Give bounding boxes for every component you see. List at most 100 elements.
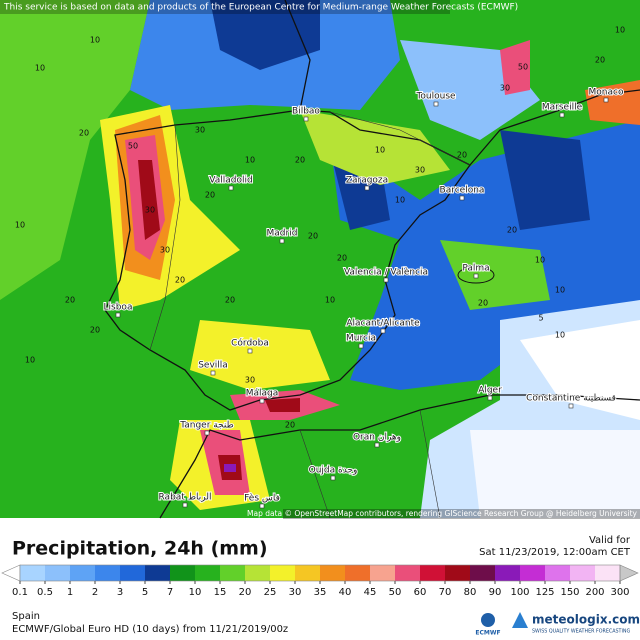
brand-logo — [512, 612, 528, 628]
city-marker — [204, 430, 210, 436]
contour-label: 20 — [478, 299, 488, 308]
precip-area — [224, 464, 236, 472]
ecmwf: ECMWF — [475, 630, 500, 637]
contour-label: 30 — [145, 206, 155, 215]
contour-label: 10 — [535, 256, 545, 265]
city-label: Toulouse — [415, 92, 456, 102]
precip-area — [440, 240, 550, 310]
legend-tick-label: 150 — [560, 587, 579, 598]
legend-tick-label: 100 — [510, 587, 529, 598]
city-marker — [383, 277, 389, 283]
contour-label: 20 — [225, 296, 235, 305]
city-label: Murcia — [346, 334, 376, 344]
contour-label: 10 — [375, 146, 385, 155]
contour-label: 10 — [555, 286, 565, 295]
contour-label: 20 — [205, 191, 215, 200]
precip-area — [500, 130, 590, 230]
legend-tick-label: 3 — [117, 587, 123, 598]
contour-label: 30 — [195, 126, 205, 135]
contour-label: 10 — [35, 64, 45, 73]
legend-tick-label: 25 — [264, 587, 277, 598]
precip-area — [300, 110, 450, 185]
map: This service is based on data and produc… — [0, 0, 640, 519]
border — [149, 111, 471, 519]
precip-area — [0, 0, 150, 300]
city-label: Madrid — [267, 229, 298, 239]
city-label: Rabat الرباط — [159, 493, 212, 503]
contour-label: 30 — [160, 246, 170, 255]
city-label: Alger — [478, 386, 502, 396]
contour-label: 50 — [518, 63, 528, 72]
title: Precipitation, 24h (mm) — [12, 538, 268, 560]
city-marker — [303, 116, 309, 122]
legend-tick-label: 40 — [339, 587, 352, 598]
contour-label: 30 — [415, 166, 425, 175]
city-label: Bilbao — [292, 107, 320, 117]
city-marker — [380, 328, 386, 334]
city-label: Fès فاس — [244, 493, 280, 504]
legend-tick-label: 45 — [364, 587, 377, 598]
contour-label: 20 — [175, 276, 185, 285]
contour-label: 20 — [295, 156, 305, 165]
city-label: Oujda وجدة — [309, 466, 358, 476]
city-label: Constantine قسنطينة — [526, 394, 616, 404]
city-label: Valencia / València — [344, 267, 428, 278]
attribution-bg — [283, 509, 640, 519]
notice: This service is based on data and produc… — [3, 3, 518, 13]
contour-label: 10 — [245, 156, 255, 165]
precip-area — [190, 320, 330, 390]
legend-swatch — [345, 565, 370, 581]
legend-tick-label: 1 — [67, 587, 73, 598]
city-marker — [433, 101, 439, 107]
city-label: Alacant/Alicante — [346, 319, 420, 329]
precip-area — [265, 398, 300, 412]
region: Spain — [12, 611, 40, 622]
contour-label: 50 — [128, 142, 138, 151]
legend-swatch — [20, 565, 45, 581]
contour-label: 20 — [507, 226, 517, 235]
contour-label: 10 — [325, 296, 335, 305]
city-marker — [115, 312, 121, 318]
brand: meteologix.com — [532, 613, 640, 627]
legend-swatch — [420, 565, 445, 581]
legend-swatch — [495, 565, 520, 581]
legend-tick-label: 300 — [610, 587, 629, 598]
city-marker — [364, 185, 370, 191]
coastline — [159, 394, 640, 519]
legend-tick-label: 5 — [142, 587, 148, 598]
legend-tick-label: 30 — [289, 587, 302, 598]
contour-label: 10 — [90, 36, 100, 45]
legend-tick-label: 60 — [414, 587, 427, 598]
city-label: Barcelona — [440, 186, 485, 196]
city-marker — [358, 343, 364, 349]
contour-label: 10 — [615, 26, 625, 35]
valid-time: Sat 11/23/2019, 12:00am CET — [479, 547, 631, 558]
city-label: Zaragoza — [346, 176, 388, 186]
legend-tick-label: 50 — [389, 587, 402, 598]
legend-swatch — [120, 565, 145, 581]
legend-swatch — [545, 565, 570, 581]
contour-labels: 10 10 20 10 30 50 20 10 30 20 20 10 20 30 20 10 20 30 20 20… — [15, 26, 625, 430]
city-marker — [374, 442, 380, 448]
city-label: Marseille — [542, 103, 583, 113]
city-marker — [210, 370, 216, 376]
city-marker — [259, 398, 265, 404]
city-marker — [603, 97, 609, 103]
legend: 0.1 0.5 1 2 3 5 7 10 15 20 25 30 35 40 45 50 60 70 80 90 100… — [1, 564, 639, 598]
legend-tick-label: 20 — [239, 587, 252, 598]
precip-area — [520, 320, 640, 420]
city-label: Lisboa — [104, 303, 133, 313]
contour-label: 5 — [538, 314, 543, 323]
legend-tick-label: 70 — [439, 587, 452, 598]
contour-label: 30 — [500, 84, 510, 93]
legend-over — [619, 564, 639, 582]
legend-swatch — [370, 565, 395, 581]
contour-label: 20 — [90, 326, 100, 335]
notice-bg — [0, 0, 450, 14]
legend-tick-label: 15 — [214, 587, 227, 598]
contour-label: 30 — [245, 376, 255, 385]
city-label: Córdoba — [231, 338, 269, 349]
precip-area — [138, 160, 160, 240]
contour-label: 20 — [79, 129, 89, 138]
